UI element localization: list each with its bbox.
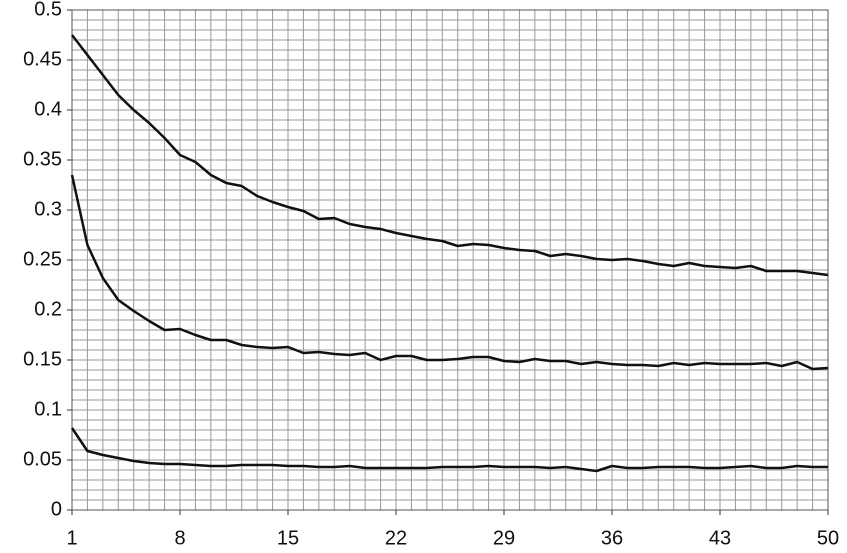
series-line [71,34,829,277]
y-tick-label: 0.1 [34,398,62,420]
y-tick-label: 0.05 [23,448,62,470]
x-tick-label: 36 [601,527,623,549]
y-tick-label: 0 [51,498,62,520]
plot-frame [71,9,829,511]
series-line [70,174,829,371]
x-tick-label: 43 [709,527,731,549]
x-tick-label: 15 [277,527,299,549]
y-tick-label: 0.4 [34,98,62,120]
y-tick-label: 0.35 [23,148,62,170]
x-tick-label: 50 [817,527,839,549]
y-tick-label: 0.25 [23,248,62,270]
y-tick-label: 0.15 [23,348,62,370]
x-tick-label: 1 [66,527,77,549]
y-tick-label: 0.2 [34,298,62,320]
x-tick-label: 8 [174,527,185,549]
x-tick-label: 22 [385,527,407,549]
y-tick-label: 0.5 [34,0,62,20]
x-tick-label: 29 [493,527,515,549]
series-line [70,427,828,473]
y-tick-label: 0.3 [34,198,62,220]
y-tick-label: 0.45 [23,48,62,70]
